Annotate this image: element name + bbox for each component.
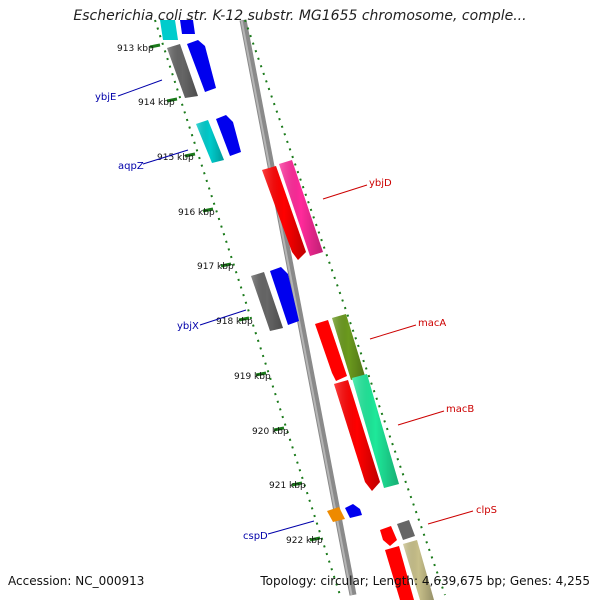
feature-ybjD-red-shade bbox=[262, 166, 306, 260]
tick-label-913: 913 kbp bbox=[117, 44, 154, 54]
backbone bbox=[239, 19, 357, 596]
gene-label-cspD[interactable]: cspD bbox=[243, 531, 268, 542]
outer-guide-track bbox=[244, 19, 446, 596]
gene-label-aqpZ[interactable]: aqpZ bbox=[118, 161, 144, 172]
gene-label-clpS[interactable]: clpS bbox=[476, 505, 497, 516]
gene-label-ybjX[interactable]: ybjX bbox=[177, 321, 199, 332]
tick-label-920: 920 kbp bbox=[252, 427, 289, 437]
label-leaders bbox=[117, 79, 474, 535]
reverse-features bbox=[262, 160, 434, 600]
tick-label-922: 922 kbp bbox=[286, 536, 323, 546]
forward-features bbox=[160, 20, 362, 522]
feature-ybjX-gray-shade bbox=[251, 272, 283, 331]
feature-ybjD-pink-shade bbox=[279, 160, 323, 256]
feature-clpS-red-bottom[interactable] bbox=[385, 546, 414, 600]
tick-label-917: 917 kbp bbox=[197, 262, 234, 272]
feature-cyan-top[interactable] bbox=[160, 20, 178, 40]
feature-macA-red[interactable] bbox=[315, 320, 347, 381]
gene-label-ybjE[interactable]: ybjE bbox=[95, 92, 116, 103]
gene-label-macA[interactable]: macA bbox=[418, 318, 446, 329]
feature-ybjE-gray-shade bbox=[167, 44, 198, 98]
tick-label-921: 921 kbp bbox=[269, 481, 306, 491]
feature-cspD-orange[interactable] bbox=[327, 507, 345, 522]
feature-aqpZ-cyan-shade bbox=[196, 120, 224, 163]
feature-clpS-khaki-shade bbox=[403, 540, 434, 600]
feature-cspD-arrow[interactable] bbox=[345, 504, 362, 518]
feature-blue-top[interactable] bbox=[180, 20, 195, 34]
tick-label-915: 915 kbp bbox=[157, 153, 194, 163]
inner-guide-track bbox=[154, 19, 341, 596]
feature-macB-red-shade bbox=[334, 380, 380, 491]
tick-label-914: 914 kbp bbox=[138, 98, 175, 108]
gene-label-macB[interactable]: macB bbox=[446, 404, 474, 415]
ruler-tick-labels: 913 kbp 914 kbp 915 kbp 916 kbp 917 kbp … bbox=[117, 44, 323, 546]
gene-label-ybjD[interactable]: ybjD bbox=[369, 178, 392, 189]
gene-labels: ybjE aqpZ ybjX cspD ybjD macA macB clpS bbox=[95, 92, 497, 542]
feature-macB-green-shade bbox=[352, 374, 399, 488]
tick-label-918: 918 kbp bbox=[216, 317, 253, 327]
genome-summary: Topology: circular; Length: 4,639,675 bp… bbox=[260, 574, 590, 588]
tick-label-916: 916 kbp bbox=[178, 208, 215, 218]
feature-aqpZ-arrow[interactable] bbox=[216, 115, 241, 156]
feature-macA-olive-shade bbox=[332, 314, 365, 380]
feature-clpS-red[interactable] bbox=[380, 526, 397, 546]
tick-label-919: 919 kbp bbox=[234, 372, 271, 382]
feature-ybjE-arrow[interactable] bbox=[187, 40, 216, 92]
accession-label: Accession: NC_000913 bbox=[8, 574, 145, 588]
feature-ybjX-arrow[interactable] bbox=[270, 267, 299, 325]
ruler-ticks bbox=[149, 43, 321, 542]
feature-clpS-gray[interactable] bbox=[397, 520, 415, 540]
